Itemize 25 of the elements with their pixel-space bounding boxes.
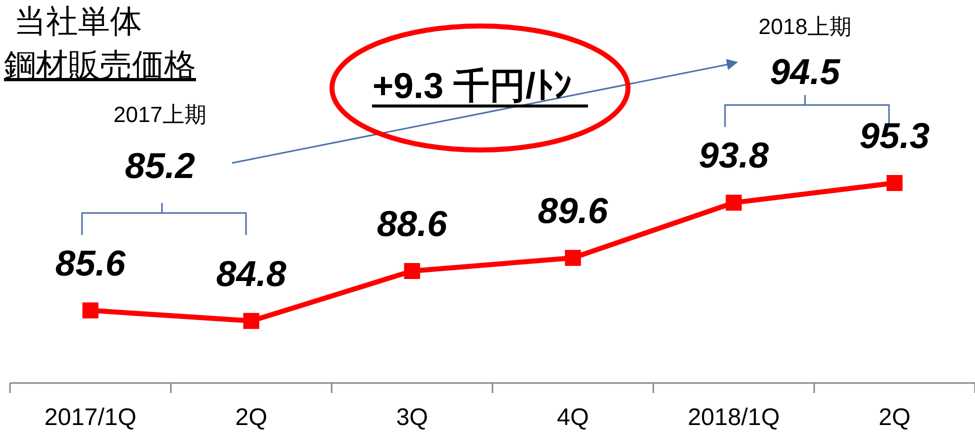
- chart-title: 当社単体: [14, 3, 142, 39]
- x-tick-label: 2Q: [235, 404, 268, 431]
- x-tick-label: 2Q: [878, 404, 911, 431]
- x-tick-label: 2018/1Q: [688, 404, 780, 431]
- annotation: 85.2: [124, 145, 196, 186]
- text: 2018上期: [758, 14, 852, 39]
- text: 2017上期: [114, 102, 206, 127]
- x-tick-label: 2017/1Q: [44, 404, 136, 431]
- text: +9.3 千円/ﾄﾝ: [372, 65, 572, 106]
- x-tick-label: 4Q: [556, 404, 589, 431]
- point: [82, 302, 98, 318]
- data-label: 95.3: [860, 115, 930, 156]
- data-label: 93.8: [698, 134, 769, 176]
- point: [243, 312, 260, 329]
- data-label: 88.6: [377, 203, 448, 244]
- data-label: 89.6: [538, 190, 609, 231]
- x-tick-label: 3Q: [396, 404, 428, 431]
- point: [886, 175, 903, 191]
- point: [404, 263, 420, 280]
- point: [564, 250, 581, 266]
- data-label: 84.8: [216, 252, 286, 294]
- point: [726, 194, 742, 211]
- chart-subtitle: 鋼材販売価格: [4, 47, 196, 83]
- text: 94.5: [770, 51, 842, 92]
- data-label: 85.6: [55, 242, 126, 284]
